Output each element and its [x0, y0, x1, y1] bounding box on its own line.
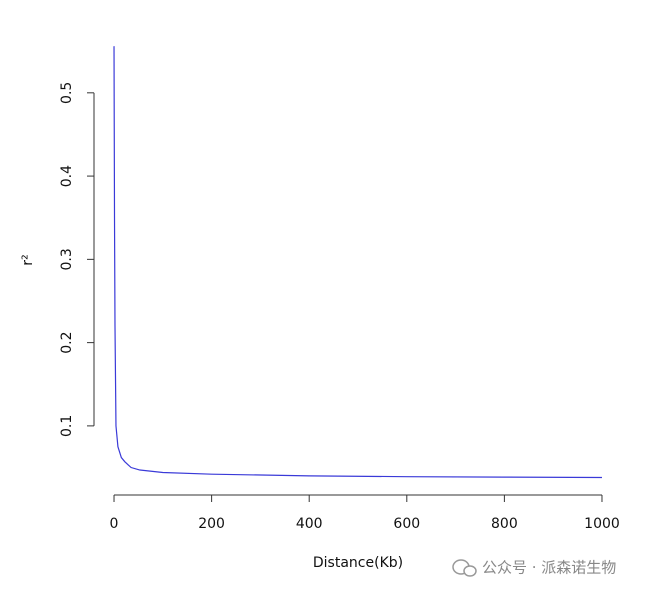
- x-tick-label: 1000: [584, 516, 620, 532]
- x-axis-label: Distance(Kb): [313, 555, 403, 571]
- data-line: [113, 46, 602, 479]
- watermark-icon: [452, 559, 477, 577]
- x-tick-label: 200: [198, 516, 225, 532]
- y-tick-label: 0.2: [59, 331, 75, 353]
- y-axis-label: r²: [20, 254, 36, 265]
- x-tick-label: 400: [296, 516, 323, 532]
- y-tick-label: 0.1: [59, 415, 75, 437]
- x-tick-label: 600: [393, 516, 420, 532]
- x-tick-label: 800: [491, 516, 518, 532]
- watermark: 公众号 · 派森诺生物: [482, 559, 616, 577]
- x-tick-label: 0: [110, 516, 119, 532]
- y-tick-label: 0.4: [59, 165, 75, 187]
- y-tick-label: 0.3: [59, 248, 75, 270]
- y-tick-label: 0.5: [59, 82, 75, 104]
